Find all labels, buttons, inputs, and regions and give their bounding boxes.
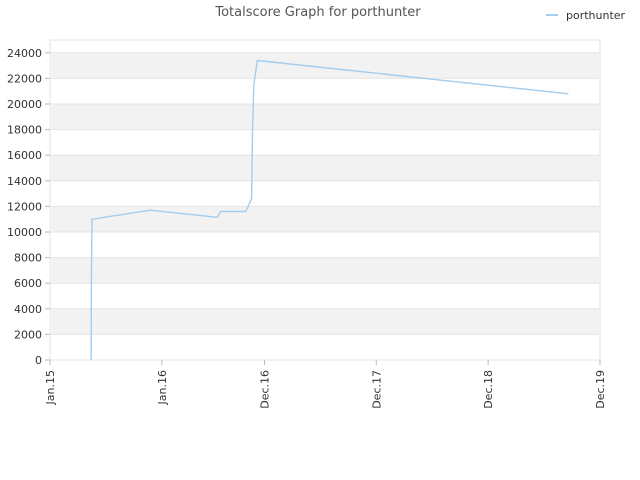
y-tick-label: 4000 [14, 303, 42, 316]
grid-band [50, 308, 600, 335]
x-tick-label: Dec.17 [370, 370, 383, 409]
y-tick-label: 2000 [14, 328, 42, 341]
grid-lines [45, 52, 601, 365]
y-tick-label: 14000 [7, 175, 42, 188]
y-tick-label: 8000 [14, 252, 42, 265]
x-tick-label: Dec.18 [482, 370, 495, 409]
y-tick-label: 20000 [7, 98, 42, 111]
y-tick-label: 0 [35, 354, 42, 367]
x-tick-label: Dec.19 [594, 370, 607, 409]
series-layer [90, 59, 569, 361]
legend-label-porthunter: porthunter [566, 9, 626, 22]
y-tick-label: 24000 [7, 47, 42, 60]
grid-band [50, 206, 600, 232]
y-tick-label: 6000 [14, 277, 42, 290]
grid-band [50, 257, 600, 284]
chart-title: Totalscore Graph for porthunter [214, 5, 421, 20]
y-tick-label: 10000 [7, 226, 42, 239]
grid-band [50, 104, 600, 130]
x-tick-label: Jan.16 [156, 370, 169, 405]
y-tick-label: 12000 [7, 200, 42, 213]
y-tick-label: 16000 [7, 149, 42, 162]
grid-band [50, 155, 600, 181]
series-line-porthunter [90, 59, 569, 361]
y-axis-ticks: 0 2000 4000 6000 8000 10000 12000 14000 16000 180… [7, 47, 42, 367]
grid-bands [49, 39, 601, 361]
x-axis-ticks: Jan.15 Jan.16 Dec.16 Dec.17 Dec.18 Dec.19 [44, 370, 607, 409]
y-tick-label: 18000 [7, 124, 42, 137]
legend: porthunter [546, 9, 626, 22]
grid-band [50, 52, 600, 79]
y-tick-label: 22000 [7, 72, 42, 85]
x-tick-label: Dec.16 [258, 370, 271, 409]
x-tick-label: Jan.15 [44, 370, 57, 405]
